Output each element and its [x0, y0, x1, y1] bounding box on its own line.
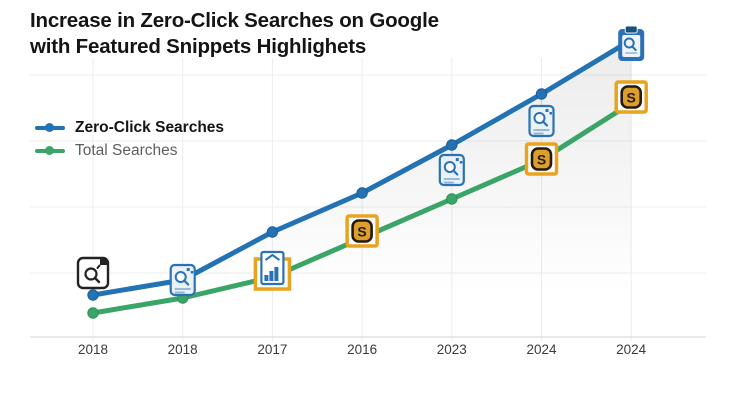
line-dot-swatch-icon [35, 123, 65, 133]
svg-text:S: S [627, 90, 636, 106]
x-axis-label: 2018 [77, 342, 109, 357]
chart-title-line1: Increase in Zero-Click Searches on Googl… [30, 9, 439, 32]
data-point [535, 88, 548, 100]
svg-text:S: S [537, 152, 546, 168]
search-box-icon [76, 256, 110, 290]
x-axis-label: 2016 [347, 342, 378, 357]
chart-title: Increase in Zero-Click Searches on Googl… [30, 8, 530, 60]
doc-magnifier-icon [169, 263, 196, 297]
data-point [87, 289, 99, 301]
s-badge-icon: S [524, 142, 559, 176]
area-fill [93, 40, 632, 337]
data-point [356, 187, 368, 199]
legend-item-total-searches: Total Searches [35, 139, 224, 162]
legend-label-total-searches: Total Searches [75, 141, 178, 159]
x-axis-label: 2023 [436, 342, 467, 357]
doc-magnifier-icon [438, 153, 465, 187]
x-axis-label: 2017 [257, 342, 288, 357]
data-point [446, 139, 458, 151]
legend-item-zero-click-searches: Zero-Click Searches [35, 116, 224, 139]
legend-label-zero-click-searches: Zero-Click Searches [75, 118, 225, 136]
s-badge-icon: S [345, 214, 379, 248]
chart-doc-highlight-icon [253, 250, 292, 291]
svg-text:S: S [357, 224, 366, 240]
x-axis-label: 2024 [616, 342, 647, 357]
x-axis: 2018 2018 2017 2016 2023 2024 2024 [0, 342, 735, 364]
line-dot-swatch-icon [35, 146, 65, 156]
s-badge-icon: S [614, 80, 648, 114]
legend: Zero-Click Searches Total Searches [35, 116, 224, 162]
chart-title-line2: with Featured Snippets Highlighets [30, 35, 367, 59]
data-point [87, 307, 99, 319]
data-point [266, 226, 279, 238]
x-axis-label: 2024 [526, 342, 557, 357]
clipboard-magnifier-icon [618, 25, 645, 61]
x-axis-label: 2018 [167, 342, 198, 357]
doc-magnifier-icon [528, 104, 555, 138]
data-point [446, 193, 458, 205]
